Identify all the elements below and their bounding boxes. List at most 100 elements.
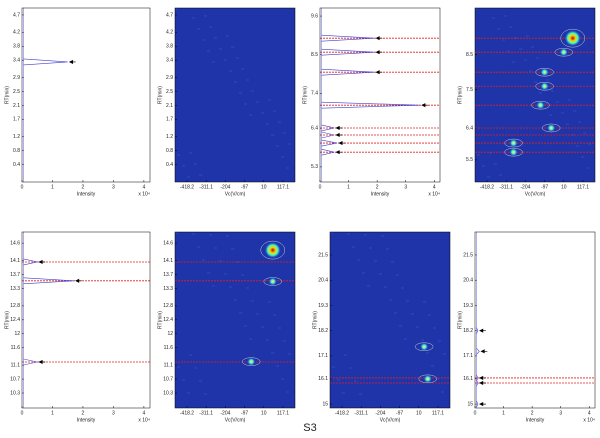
noise: [526, 35, 529, 37]
noise: [229, 70, 232, 72]
intensity-peak: [321, 48, 375, 56]
noise: [423, 301, 426, 303]
peak-arrow: [479, 380, 486, 386]
intensity-peak: [476, 400, 479, 408]
spot: [536, 101, 545, 110]
noise: [177, 366, 180, 368]
spot: [268, 277, 277, 286]
noise: [271, 352, 274, 354]
x-axis-label: Intensity: [526, 417, 545, 423]
noise: [219, 48, 222, 50]
noise: [256, 101, 259, 103]
noise: [578, 121, 581, 123]
noise: [241, 68, 244, 70]
peak-arrow: [335, 132, 343, 138]
peak-arrow: [421, 103, 428, 108]
intensity-peak: [321, 124, 335, 132]
x-tick-label: -418.2: [480, 184, 494, 190]
panel: 15 16.1 17.1 18.2 19.3 20.4 21.5 -418.2 -311.1 -2…: [312, 231, 451, 423]
x-multiplier: x 10⁴: [583, 417, 595, 423]
noise: [271, 134, 274, 136]
noise: [197, 28, 200, 30]
noise: [202, 39, 205, 41]
spot: [423, 374, 432, 383]
noise: [207, 272, 210, 274]
heatmap-background: [175, 8, 295, 182]
noise: [182, 379, 185, 381]
noise: [568, 99, 571, 101]
noise: [524, 59, 527, 61]
x-tick-label: 3: [112, 184, 115, 190]
noise: [199, 380, 202, 382]
noise: [509, 26, 512, 28]
x-tick-label: -311.1: [199, 184, 213, 190]
x-tick-label: 1: [51, 410, 54, 416]
y-tick-label: 8.5: [311, 52, 318, 58]
noise: [224, 273, 227, 275]
noise: [286, 167, 289, 169]
y-tick-label: 17.1: [318, 353, 328, 359]
peak-arrow: [38, 259, 46, 265]
intensity-peak: [23, 58, 68, 66]
y-tick-label: 12.4: [10, 317, 20, 323]
x-tick-label: 1: [51, 184, 54, 190]
x-tick-label: 10: [416, 410, 422, 416]
peak-arrow: [335, 150, 343, 155]
intensity-peak: [321, 68, 375, 76]
y-tick-label: 12.8: [10, 303, 20, 309]
y-tick-label: 15: [322, 401, 328, 407]
panel: 15 16.1 17.1 18.2 19.3 20.4 21.5 0 1 2 3 4 Intensity…: [457, 231, 596, 423]
x-tick-label: -311.1: [199, 410, 213, 416]
noise: [209, 234, 212, 236]
noise: [266, 123, 269, 125]
y-axis-label: RT(min): [4, 86, 10, 104]
x-multiplier: x 10⁴: [138, 417, 150, 423]
x-axis-label: Vc(V/cm): [525, 191, 546, 197]
axes-frame: [474, 231, 596, 409]
noise: [337, 379, 340, 381]
y-tick-label: 13.7: [10, 272, 20, 278]
x-tick-label: -311.1: [354, 410, 368, 416]
y-tick-label: 11.1: [11, 362, 21, 368]
noise: [273, 314, 276, 316]
noise: [416, 326, 419, 328]
intensity-peak: [476, 374, 479, 382]
noise: [362, 272, 365, 274]
y-tick-label: 3.8: [166, 44, 173, 50]
noise: [276, 145, 279, 147]
noise: [426, 352, 429, 354]
spot: [264, 242, 281, 259]
noise: [229, 286, 232, 288]
x-axis-label: Intensity: [77, 191, 96, 197]
noise: [531, 46, 534, 48]
y-tick-label: 15: [467, 401, 473, 407]
noise: [261, 326, 264, 328]
panel: 0.40.81.21.72.12.52.93.43.84.24.7-418.2-…: [157, 7, 296, 197]
noise: [576, 145, 579, 147]
y-tick-label: 7.5: [466, 87, 473, 93]
y-tick-label: 9.6: [311, 13, 318, 19]
y-tick-label: 4.7: [13, 12, 20, 18]
y-tick-label: 3.8: [13, 44, 20, 50]
noise: [199, 174, 202, 176]
noise: [504, 15, 507, 17]
x-tick-label: 4: [433, 184, 436, 190]
x-tick-label: 3: [404, 184, 407, 190]
x-tick-label: 117.1: [577, 184, 589, 190]
peak-arrow: [338, 140, 346, 146]
y-tick-label: 12: [14, 331, 20, 337]
y-tick-label: 7.4: [311, 91, 318, 97]
noise: [482, 165, 485, 167]
noise: [266, 339, 269, 341]
noise: [566, 123, 569, 125]
noise: [588, 143, 591, 145]
noise: [502, 39, 505, 41]
x-tick-label: 4: [143, 184, 146, 190]
x-tick-label: -204: [520, 184, 530, 190]
spot: [559, 48, 568, 57]
x-tick-label: -204: [375, 410, 385, 416]
noise: [194, 163, 197, 165]
noise: [288, 353, 291, 355]
noise: [276, 365, 279, 367]
y-tick-label: 12: [167, 331, 173, 337]
